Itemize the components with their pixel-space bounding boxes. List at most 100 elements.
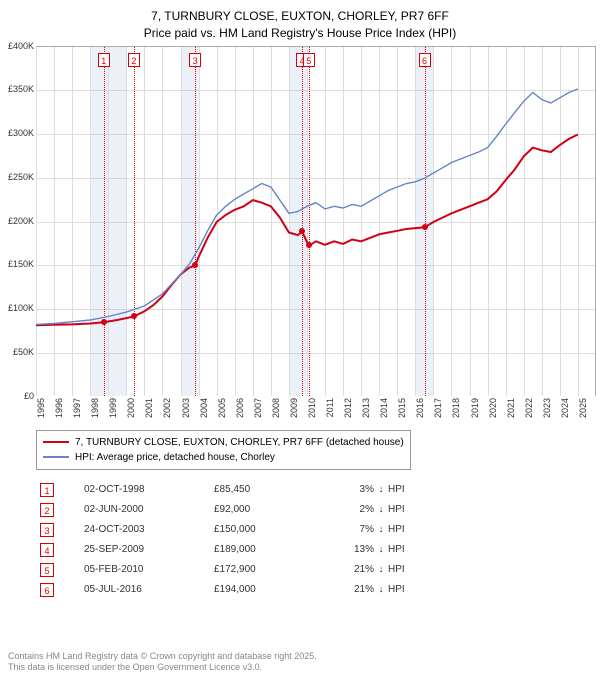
x-tick-label: 2007 [253,398,263,418]
sale-diff: 21% [324,584,374,595]
x-tick-label: 2021 [506,398,516,418]
sale-date: 05-JUL-2016 [84,584,214,595]
x-tick-label: 2024 [560,398,570,418]
series-hpi [36,89,578,324]
x-tick-label: 2001 [144,398,154,418]
x-tick-label: 1995 [36,398,46,418]
x-tick-label: 2023 [542,398,552,418]
sale-hpi-label: HPI [388,524,418,535]
sale-number-box: 6 [40,583,54,597]
sale-diff: 13% [324,544,374,555]
sale-diff: 2% [324,504,374,515]
chart-area: 123456 £0£50K£100K£150K£200K£250K£300K£3… [36,46,596,426]
footer-line-1: Contains HM Land Registry data © Crown c… [8,651,317,663]
x-tick-label: 2012 [343,398,353,418]
sale-hpi-label: HPI [388,564,418,575]
x-tick-label: 1998 [90,398,100,418]
arrow-down-icon: ↓ [374,524,388,535]
x-tick-label: 2004 [199,398,209,418]
x-tick-label: 2006 [235,398,245,418]
sale-price: £92,000 [214,504,324,515]
sales-row: 4 25-SEP-2009£189,00013%↓HPI [40,540,600,560]
x-tick-label: 2017 [433,398,443,418]
x-tick-label: 2016 [415,398,425,418]
x-tick-label: 2011 [325,398,335,417]
y-tick-label: £350K [8,84,34,94]
sale-diff: 21% [324,564,374,575]
footer: Contains HM Land Registry data © Crown c… [8,651,317,674]
x-tick-label: 1996 [54,398,64,418]
legend: 7, TURNBURY CLOSE, EUXTON, CHORLEY, PR7 … [36,430,596,470]
x-axis: 1995 1996 1997 1998 1999 2000 2001 2002 2003 2004… [36,396,596,426]
sale-number-box: 5 [40,563,54,577]
x-tick-label: 2025 [578,398,588,418]
sale-date: 02-OCT-1998 [84,484,214,495]
y-tick-label: £250K [8,172,34,182]
sale-date: 05-FEB-2010 [84,564,214,575]
y-tick-label: £150K [8,259,34,269]
legend-row-hpi: HPI: Average price, detached house, Chor… [43,450,404,465]
series-property [36,134,578,325]
legend-label: HPI: Average price, detached house, Chor… [75,450,275,465]
y-tick-label: £0 [24,391,34,401]
sale-hpi-label: HPI [388,504,418,515]
sale-price: £194,000 [214,584,324,595]
y-tick-label: £300K [8,128,34,138]
sale-price: £172,900 [214,564,324,575]
sale-price: £189,000 [214,544,324,555]
legend-swatch [43,441,69,443]
x-tick-label: 2008 [271,398,281,418]
y-tick-label: £100K [8,303,34,313]
x-tick-label: 1997 [72,398,82,418]
x-tick-label: 2000 [126,398,136,418]
sale-diff: 3% [324,484,374,495]
y-tick-label: £400K [8,41,34,51]
sales-table: 102-OCT-1998£85,4503%↓HPI202-JUN-2000£92… [40,480,600,600]
legend-swatch [43,456,69,458]
legend-row-property: 7, TURNBURY CLOSE, EUXTON, CHORLEY, PR7 … [43,435,404,450]
sale-number-box: 3 [40,523,54,537]
plot-box: 123456 [36,46,596,396]
sale-number-box: 2 [40,503,54,517]
x-tick-label: 2020 [488,398,498,418]
arrow-down-icon: ↓ [374,564,388,575]
sales-row: 6 05-JUL-2016£194,00021%↓HPI [40,580,600,600]
sale-date: 02-JUN-2000 [84,504,214,515]
footer-line-2: This data is licensed under the Open Gov… [8,662,317,674]
chart-lines [36,47,596,397]
sales-row: 2 02-JUN-2000£92,0002%↓HPI [40,500,600,520]
x-tick-label: 1999 [108,398,118,418]
sale-hpi-label: HPI [388,584,418,595]
x-tick-label: 2003 [181,398,191,418]
sale-number-box: 1 [40,483,54,497]
legend-label: 7, TURNBURY CLOSE, EUXTON, CHORLEY, PR7 … [75,435,404,450]
sale-date: 25-SEP-2009 [84,544,214,555]
x-tick-label: 2019 [470,398,480,418]
sale-price: £150,000 [214,524,324,535]
title-line-1: 7, TURNBURY CLOSE, EUXTON, CHORLEY, PR7 … [0,8,600,25]
sale-hpi-label: HPI [388,544,418,555]
sale-hpi-label: HPI [388,484,418,495]
sale-number-box: 4 [40,543,54,557]
y-tick-label: £50K [13,347,34,357]
arrow-down-icon: ↓ [374,544,388,555]
arrow-down-icon: ↓ [374,484,388,495]
sales-row: 5 05-FEB-2010£172,90021%↓HPI [40,560,600,580]
x-tick-label: 2014 [379,398,389,418]
title-line-2: Price paid vs. HM Land Registry's House … [0,25,600,42]
x-tick-label: 2009 [289,398,299,418]
x-tick-label: 2018 [451,398,461,418]
x-tick-label: 2010 [307,398,317,418]
sale-date: 24-OCT-2003 [84,524,214,535]
arrow-down-icon: ↓ [374,584,388,595]
y-axis: £0£50K£100K£150K£200K£250K£300K£350K£400… [0,46,36,396]
x-tick-label: 2013 [361,398,371,418]
chart-title: 7, TURNBURY CLOSE, EUXTON, CHORLEY, PR7 … [0,0,600,46]
sale-price: £85,450 [214,484,324,495]
x-tick-label: 2022 [524,398,534,418]
arrow-down-icon: ↓ [374,504,388,515]
x-tick-label: 2005 [217,398,227,418]
y-tick-label: £200K [8,216,34,226]
x-tick-label: 2015 [397,398,407,418]
x-tick-label: 2002 [162,398,172,418]
